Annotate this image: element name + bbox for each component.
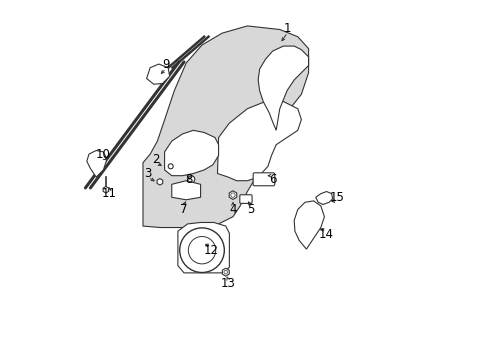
Text: 13: 13: [221, 277, 235, 290]
Polygon shape: [315, 192, 332, 204]
Text: 12: 12: [203, 244, 219, 257]
Polygon shape: [87, 150, 107, 177]
Polygon shape: [222, 268, 229, 276]
Polygon shape: [103, 186, 108, 193]
Text: 6: 6: [268, 173, 276, 186]
Polygon shape: [258, 46, 308, 130]
Text: 9: 9: [162, 58, 169, 71]
Circle shape: [230, 193, 235, 197]
Text: 7: 7: [179, 203, 187, 216]
Text: 5: 5: [247, 203, 254, 216]
Text: 8: 8: [184, 173, 192, 186]
Circle shape: [224, 270, 227, 274]
Circle shape: [188, 237, 215, 264]
Circle shape: [187, 176, 194, 183]
Text: 11: 11: [102, 187, 117, 200]
Text: 10: 10: [96, 148, 111, 161]
Circle shape: [179, 228, 224, 273]
Text: 15: 15: [329, 191, 344, 204]
Polygon shape: [157, 179, 163, 185]
Polygon shape: [146, 64, 169, 84]
Polygon shape: [294, 201, 324, 249]
Text: 2: 2: [152, 153, 160, 166]
FancyBboxPatch shape: [253, 173, 274, 186]
Polygon shape: [171, 181, 200, 200]
Polygon shape: [164, 130, 218, 176]
Text: 14: 14: [319, 228, 333, 241]
Text: 4: 4: [229, 203, 236, 216]
Text: 1: 1: [284, 22, 291, 35]
Text: 3: 3: [144, 167, 151, 180]
FancyBboxPatch shape: [239, 195, 251, 203]
Polygon shape: [142, 26, 308, 228]
Polygon shape: [178, 222, 229, 273]
Polygon shape: [217, 102, 301, 181]
Circle shape: [168, 164, 173, 169]
Polygon shape: [229, 191, 236, 199]
